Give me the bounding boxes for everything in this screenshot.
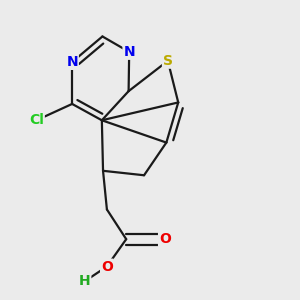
Text: N: N — [66, 55, 78, 69]
Text: O: O — [101, 260, 113, 274]
Text: Cl: Cl — [29, 113, 44, 127]
Text: N: N — [123, 45, 135, 59]
Text: O: O — [159, 232, 171, 246]
Text: H: H — [79, 274, 90, 288]
Text: S: S — [163, 54, 173, 68]
